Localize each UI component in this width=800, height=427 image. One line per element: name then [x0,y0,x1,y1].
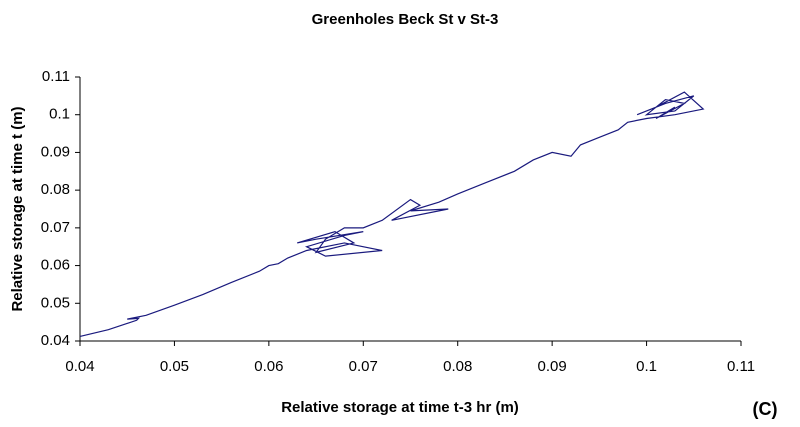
x-tick-label: 0.11 [727,358,755,375]
x-tick-label: 0.06 [254,358,283,375]
x-tick-label: 0.04 [65,358,94,375]
y-tick-label: 0.07 [41,219,70,236]
y-tick-label: 0.05 [41,294,70,311]
y-axis-label: Relative storage at time t (m) [9,106,26,311]
x-tick-label: 0.1 [636,358,657,375]
y-tick-label: 0.08 [41,181,70,198]
chart-title: Greenholes Beck St v St-3 [312,11,499,28]
x-tick-label: 0.09 [538,358,567,375]
x-tick-label: 0.07 [349,358,378,375]
y-tick-label: 0.1 [49,106,70,123]
y-tick-label: 0.06 [41,257,70,274]
y-tick-label: 0.04 [41,332,70,349]
x-tick-label: 0.08 [443,358,472,375]
data-line [79,91,705,338]
y-tick-label: 0.11 [42,68,70,85]
annotation: (C) [753,399,778,419]
x-tick-label: 0.05 [160,358,189,375]
y-tick-label: 0.09 [41,143,70,160]
x-axis-label: Relative storage at time t-3 hr (m) [281,399,519,416]
